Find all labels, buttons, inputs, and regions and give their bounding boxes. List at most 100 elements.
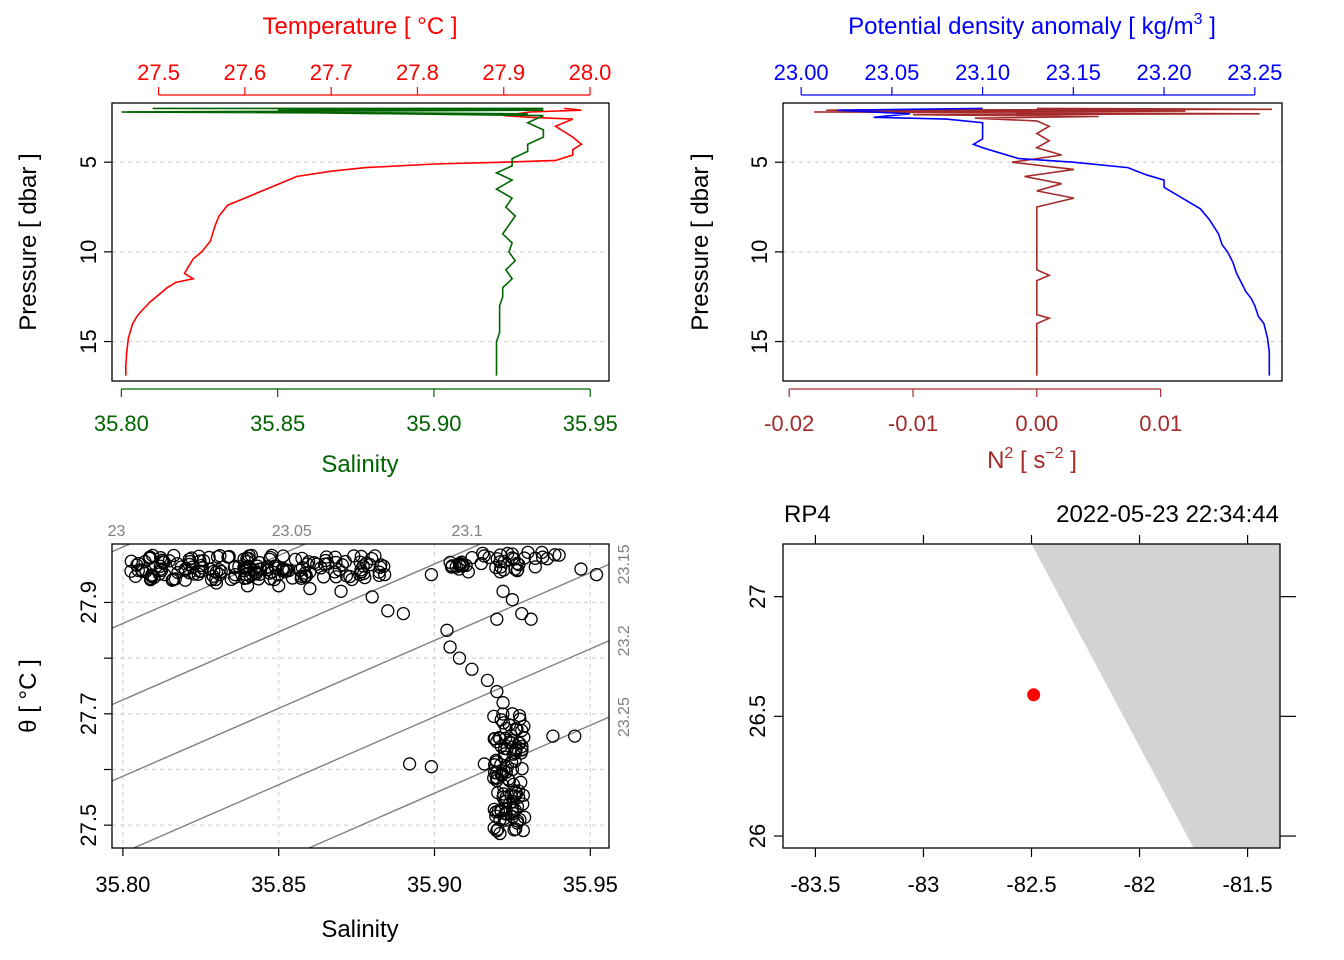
ts-point bbox=[262, 566, 277, 580]
ts-point bbox=[345, 572, 359, 587]
bottom-tick-label: 35.80 bbox=[94, 411, 149, 436]
ts-point bbox=[440, 623, 454, 637]
ts-point bbox=[510, 563, 524, 578]
ts-point bbox=[510, 799, 525, 813]
ts-point bbox=[381, 604, 395, 618]
density-series bbox=[837, 107, 1271, 376]
isopycnal-label: 23.1 bbox=[451, 523, 482, 540]
top-tick-label: 28.0 bbox=[569, 60, 612, 85]
n2-axis-label: N2 [ s−2 ] bbox=[987, 445, 1077, 474]
top-tick-label: 27.9 bbox=[482, 60, 525, 85]
ts-point bbox=[489, 753, 503, 767]
temperature-series bbox=[125, 107, 583, 376]
ts-point bbox=[515, 761, 529, 776]
y-tick-label: 26.5 bbox=[745, 695, 770, 738]
ts-point bbox=[358, 570, 372, 585]
ts-point bbox=[154, 563, 169, 578]
ts-point bbox=[187, 567, 201, 581]
ts-point bbox=[338, 554, 353, 569]
ts-point bbox=[490, 552, 504, 566]
ts-point bbox=[528, 551, 542, 565]
isopycnal-label: 23.25 bbox=[616, 697, 633, 737]
ts-point bbox=[288, 552, 303, 567]
ts-point bbox=[166, 572, 180, 586]
salinity-axis-label: Salinity bbox=[321, 451, 398, 478]
ts-point bbox=[509, 741, 523, 755]
bottom-tick-label: -0.02 bbox=[764, 411, 814, 436]
salinity-series bbox=[121, 107, 545, 376]
ts-point bbox=[515, 606, 529, 621]
ts-point bbox=[329, 570, 343, 584]
ts-point bbox=[228, 567, 242, 582]
ts-point bbox=[353, 555, 367, 569]
ts-point bbox=[206, 569, 220, 583]
plot-frame bbox=[782, 102, 1283, 382]
ts-point bbox=[488, 732, 502, 746]
ts-point bbox=[354, 549, 368, 564]
ts-point bbox=[186, 560, 200, 574]
ts-point bbox=[494, 767, 509, 781]
ts-point bbox=[487, 709, 501, 723]
ts-point bbox=[365, 590, 379, 604]
ts-point bbox=[424, 567, 439, 582]
ts-point bbox=[516, 823, 530, 838]
isopycnal-label: 23.15 bbox=[616, 544, 633, 584]
ts-point bbox=[213, 549, 227, 563]
x-tick-label: -82 bbox=[1124, 872, 1156, 897]
ts-point bbox=[285, 571, 300, 585]
ts-point bbox=[589, 567, 604, 582]
ts-point bbox=[546, 729, 560, 743]
top-tick-label: 27.5 bbox=[137, 60, 180, 85]
potential-density-anomaly-line bbox=[837, 107, 1271, 376]
ts-point bbox=[335, 558, 349, 572]
y-tick-label: 26 bbox=[745, 824, 770, 848]
y-tick-label: 10 bbox=[76, 240, 101, 264]
ts-point bbox=[528, 560, 542, 574]
ts-point bbox=[396, 606, 410, 621]
ts-point bbox=[524, 612, 538, 626]
station-datetime: 2022-05-23 22:34:44 bbox=[1056, 501, 1279, 528]
ts-point bbox=[510, 556, 524, 571]
ts-point bbox=[490, 612, 504, 626]
ts-point bbox=[299, 569, 313, 583]
ts-point bbox=[334, 584, 348, 598]
top-tick-label: 23.00 bbox=[774, 60, 829, 85]
n2-line bbox=[813, 107, 1273, 376]
x-tick-label: 35.90 bbox=[407, 872, 462, 897]
salinity-line bbox=[121, 107, 545, 376]
top-tick-label: 23.25 bbox=[1227, 60, 1282, 85]
ts-point bbox=[508, 562, 522, 576]
ts-point bbox=[303, 581, 317, 596]
y-tick-label: 5 bbox=[747, 156, 772, 168]
ts-point bbox=[142, 551, 156, 565]
ts-point bbox=[194, 558, 209, 573]
plot-frame bbox=[111, 102, 610, 382]
ts-point bbox=[212, 567, 227, 582]
bottom-tick-label: 35.95 bbox=[563, 411, 618, 436]
ts-point bbox=[354, 564, 369, 579]
ts-point bbox=[496, 584, 510, 598]
ts-point bbox=[374, 558, 388, 572]
ts-point bbox=[162, 554, 176, 568]
y-tick-label: 5 bbox=[76, 156, 101, 168]
ts-point bbox=[452, 651, 467, 665]
temperature-axis-label: Temperature [ °C ] bbox=[263, 13, 458, 40]
ts-point bbox=[131, 556, 146, 571]
y-tick-label: 10 bbox=[747, 240, 772, 264]
y-tick-label: 27 bbox=[745, 584, 770, 608]
ts-diagram-panel: 23 23.05 23.1 23.15 23.2 23.25 35.80 35.85 35.9… bbox=[15, 523, 633, 943]
ts-point bbox=[138, 554, 152, 569]
salinity-axis-label: Salinity bbox=[321, 916, 398, 943]
top-tick-label: 23.20 bbox=[1137, 60, 1192, 85]
ts-point bbox=[498, 794, 512, 809]
ts-point bbox=[295, 561, 310, 575]
ts-point bbox=[490, 824, 504, 838]
ts-point bbox=[224, 572, 238, 587]
ts-point bbox=[402, 757, 417, 771]
ts-point bbox=[574, 562, 588, 576]
ts-point bbox=[465, 662, 479, 676]
ts-point bbox=[263, 550, 278, 565]
y-tick-label: 27.9 bbox=[76, 581, 101, 624]
isopycnal-label: 23.05 bbox=[272, 523, 312, 540]
station-name: RP4 bbox=[784, 501, 831, 528]
